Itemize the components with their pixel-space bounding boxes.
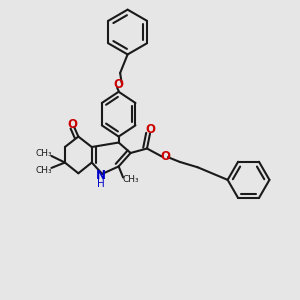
Text: H: H — [97, 179, 105, 189]
Text: CH₃: CH₃ — [36, 149, 52, 158]
Text: O: O — [145, 123, 155, 136]
Text: CH₃: CH₃ — [36, 166, 52, 175]
Text: N: N — [96, 169, 106, 182]
Text: CH₃: CH₃ — [122, 176, 139, 184]
Text: O: O — [114, 78, 124, 91]
Text: O: O — [160, 150, 170, 163]
Text: O: O — [68, 118, 77, 130]
